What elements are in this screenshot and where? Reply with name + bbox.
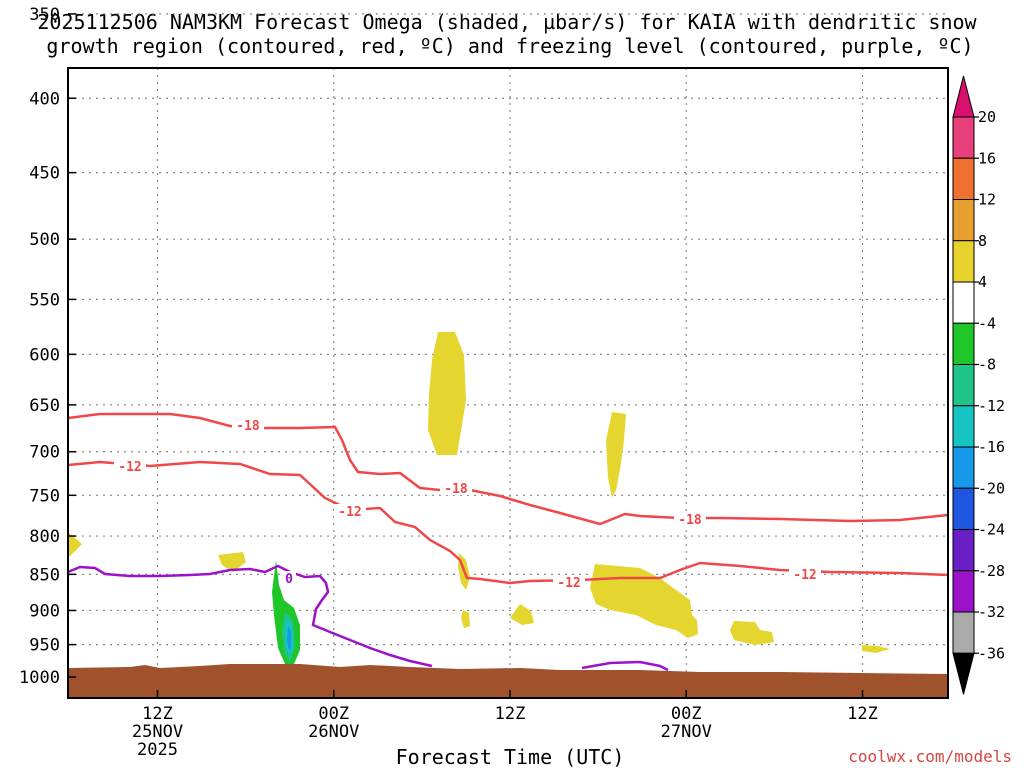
x-tick-label: 00Z	[671, 704, 702, 724]
chart-title-line2: growth region (contoured, red, ºC) and f…	[46, 34, 973, 58]
colorbar-label: 20	[978, 108, 996, 126]
omega-region-lowlevel-positive	[590, 564, 698, 638]
y-tick-label: 550	[29, 290, 60, 310]
x-tick-label: 2025	[137, 740, 178, 760]
colorbar: 20 16 12 8 4 -4 -8 -12 -16 -20 -24 -28 -32 -36	[952, 75, 1005, 695]
y-tick-label: 750	[29, 486, 60, 506]
y-axis: 2503003504004505005506006507007508008509…	[19, 5, 76, 688]
colorbar-label: -16	[978, 438, 1005, 456]
credit-text: coolwx.com/models	[848, 747, 1012, 766]
contour-label: -12	[118, 460, 141, 475]
y-tick-label: 1000	[19, 668, 60, 688]
contour-label: -18	[678, 513, 702, 528]
contour-labels: -18 -12 -18 -12 -18 -12 -12 0	[114, 418, 821, 591]
y-tick-label: 950	[29, 636, 60, 656]
contour-minus12	[67, 460, 949, 585]
plot-area	[68, 68, 948, 698]
omega-region-small-2	[510, 604, 534, 625]
colorbar-label: -12	[978, 397, 1005, 415]
colorbar-max-triangle	[952, 75, 975, 118]
colorbar-segment	[952, 199, 975, 242]
contour-label: 0	[285, 572, 293, 587]
omega-region-small-5	[862, 645, 890, 653]
y-tick-label: 350	[29, 5, 60, 25]
omega-shading	[68, 332, 890, 664]
x-tick-label: 12Z	[495, 704, 526, 724]
contour-freezing-level	[67, 564, 433, 668]
y-tick-label: 650	[29, 396, 60, 416]
colorbar-label: -8	[978, 356, 996, 374]
colorbar-label: 4	[978, 273, 987, 291]
colorbar-segment	[952, 611, 975, 654]
y-tick-label: 450	[29, 164, 60, 184]
contour-label: -18	[444, 482, 468, 497]
x-tick-label: 12Z	[142, 704, 173, 724]
colorbar-segment	[952, 487, 975, 530]
contour-label: -12	[557, 576, 580, 591]
colorbar-segment	[952, 405, 975, 448]
contour-label: -12	[338, 505, 361, 520]
x-tick-label: 27NOV	[661, 722, 712, 742]
colorbar-segment	[952, 322, 975, 365]
y-tick-label: 700	[29, 443, 60, 463]
colorbar-label: -20	[978, 479, 1005, 497]
contour-freezing-level-2	[581, 660, 669, 672]
y-tick-label: 400	[29, 89, 60, 109]
x-axis-label: Forecast Time (UTC)	[396, 745, 625, 768]
colorbar-label: -36	[978, 644, 1005, 662]
y-tick-label: 800	[29, 527, 60, 547]
contour-label: -12	[793, 568, 816, 583]
colorbar-label: 12	[978, 191, 996, 209]
plot-frame	[67, 67, 949, 699]
colorbar-min-triangle	[952, 652, 975, 695]
contour-label: -18	[236, 419, 260, 434]
omega-region-negative-core2	[287, 626, 291, 650]
omega-region-small-3	[461, 610, 470, 628]
y-tick-label: 900	[29, 601, 60, 621]
omega-region-edge	[68, 532, 82, 556]
chart-title-line1: 2025112506 NAM3KM Forecast Omega (shaded…	[37, 10, 977, 34]
gridlines	[68, 13, 948, 698]
colorbar-label: 16	[978, 149, 996, 167]
x-tick-label: 26NOV	[308, 722, 359, 742]
omega-region-mid-positive	[606, 412, 626, 498]
colorbar-label: -4	[978, 314, 996, 332]
x-tick-label: 00Z	[318, 704, 349, 724]
x-tick-label: 12Z	[847, 704, 878, 724]
colorbar-segment	[952, 116, 975, 159]
colorbar-segment	[952, 529, 975, 572]
omega-region-small-6	[218, 552, 246, 572]
y-tick-label: 600	[29, 345, 60, 365]
colorbar-segment	[952, 446, 975, 489]
colorbar-label: -32	[978, 603, 1005, 621]
colorbar-label: 8	[978, 232, 987, 250]
y-tick-label: 500	[29, 230, 60, 250]
omega-region-small-4	[730, 621, 774, 645]
colorbar-label: -24	[978, 521, 1005, 539]
colorbar-label: -28	[978, 562, 1005, 580]
colorbar-segment	[952, 240, 975, 283]
omega-region-upper-positive	[428, 332, 466, 455]
colorbar-segment	[952, 157, 975, 200]
terrain	[68, 664, 948, 698]
colorbar-segment	[952, 364, 975, 407]
colorbar-segment	[952, 570, 975, 613]
y-tick-label: 850	[29, 565, 60, 585]
x-tick-label: 25NOV	[132, 722, 183, 742]
colorbar-segment	[952, 281, 975, 324]
